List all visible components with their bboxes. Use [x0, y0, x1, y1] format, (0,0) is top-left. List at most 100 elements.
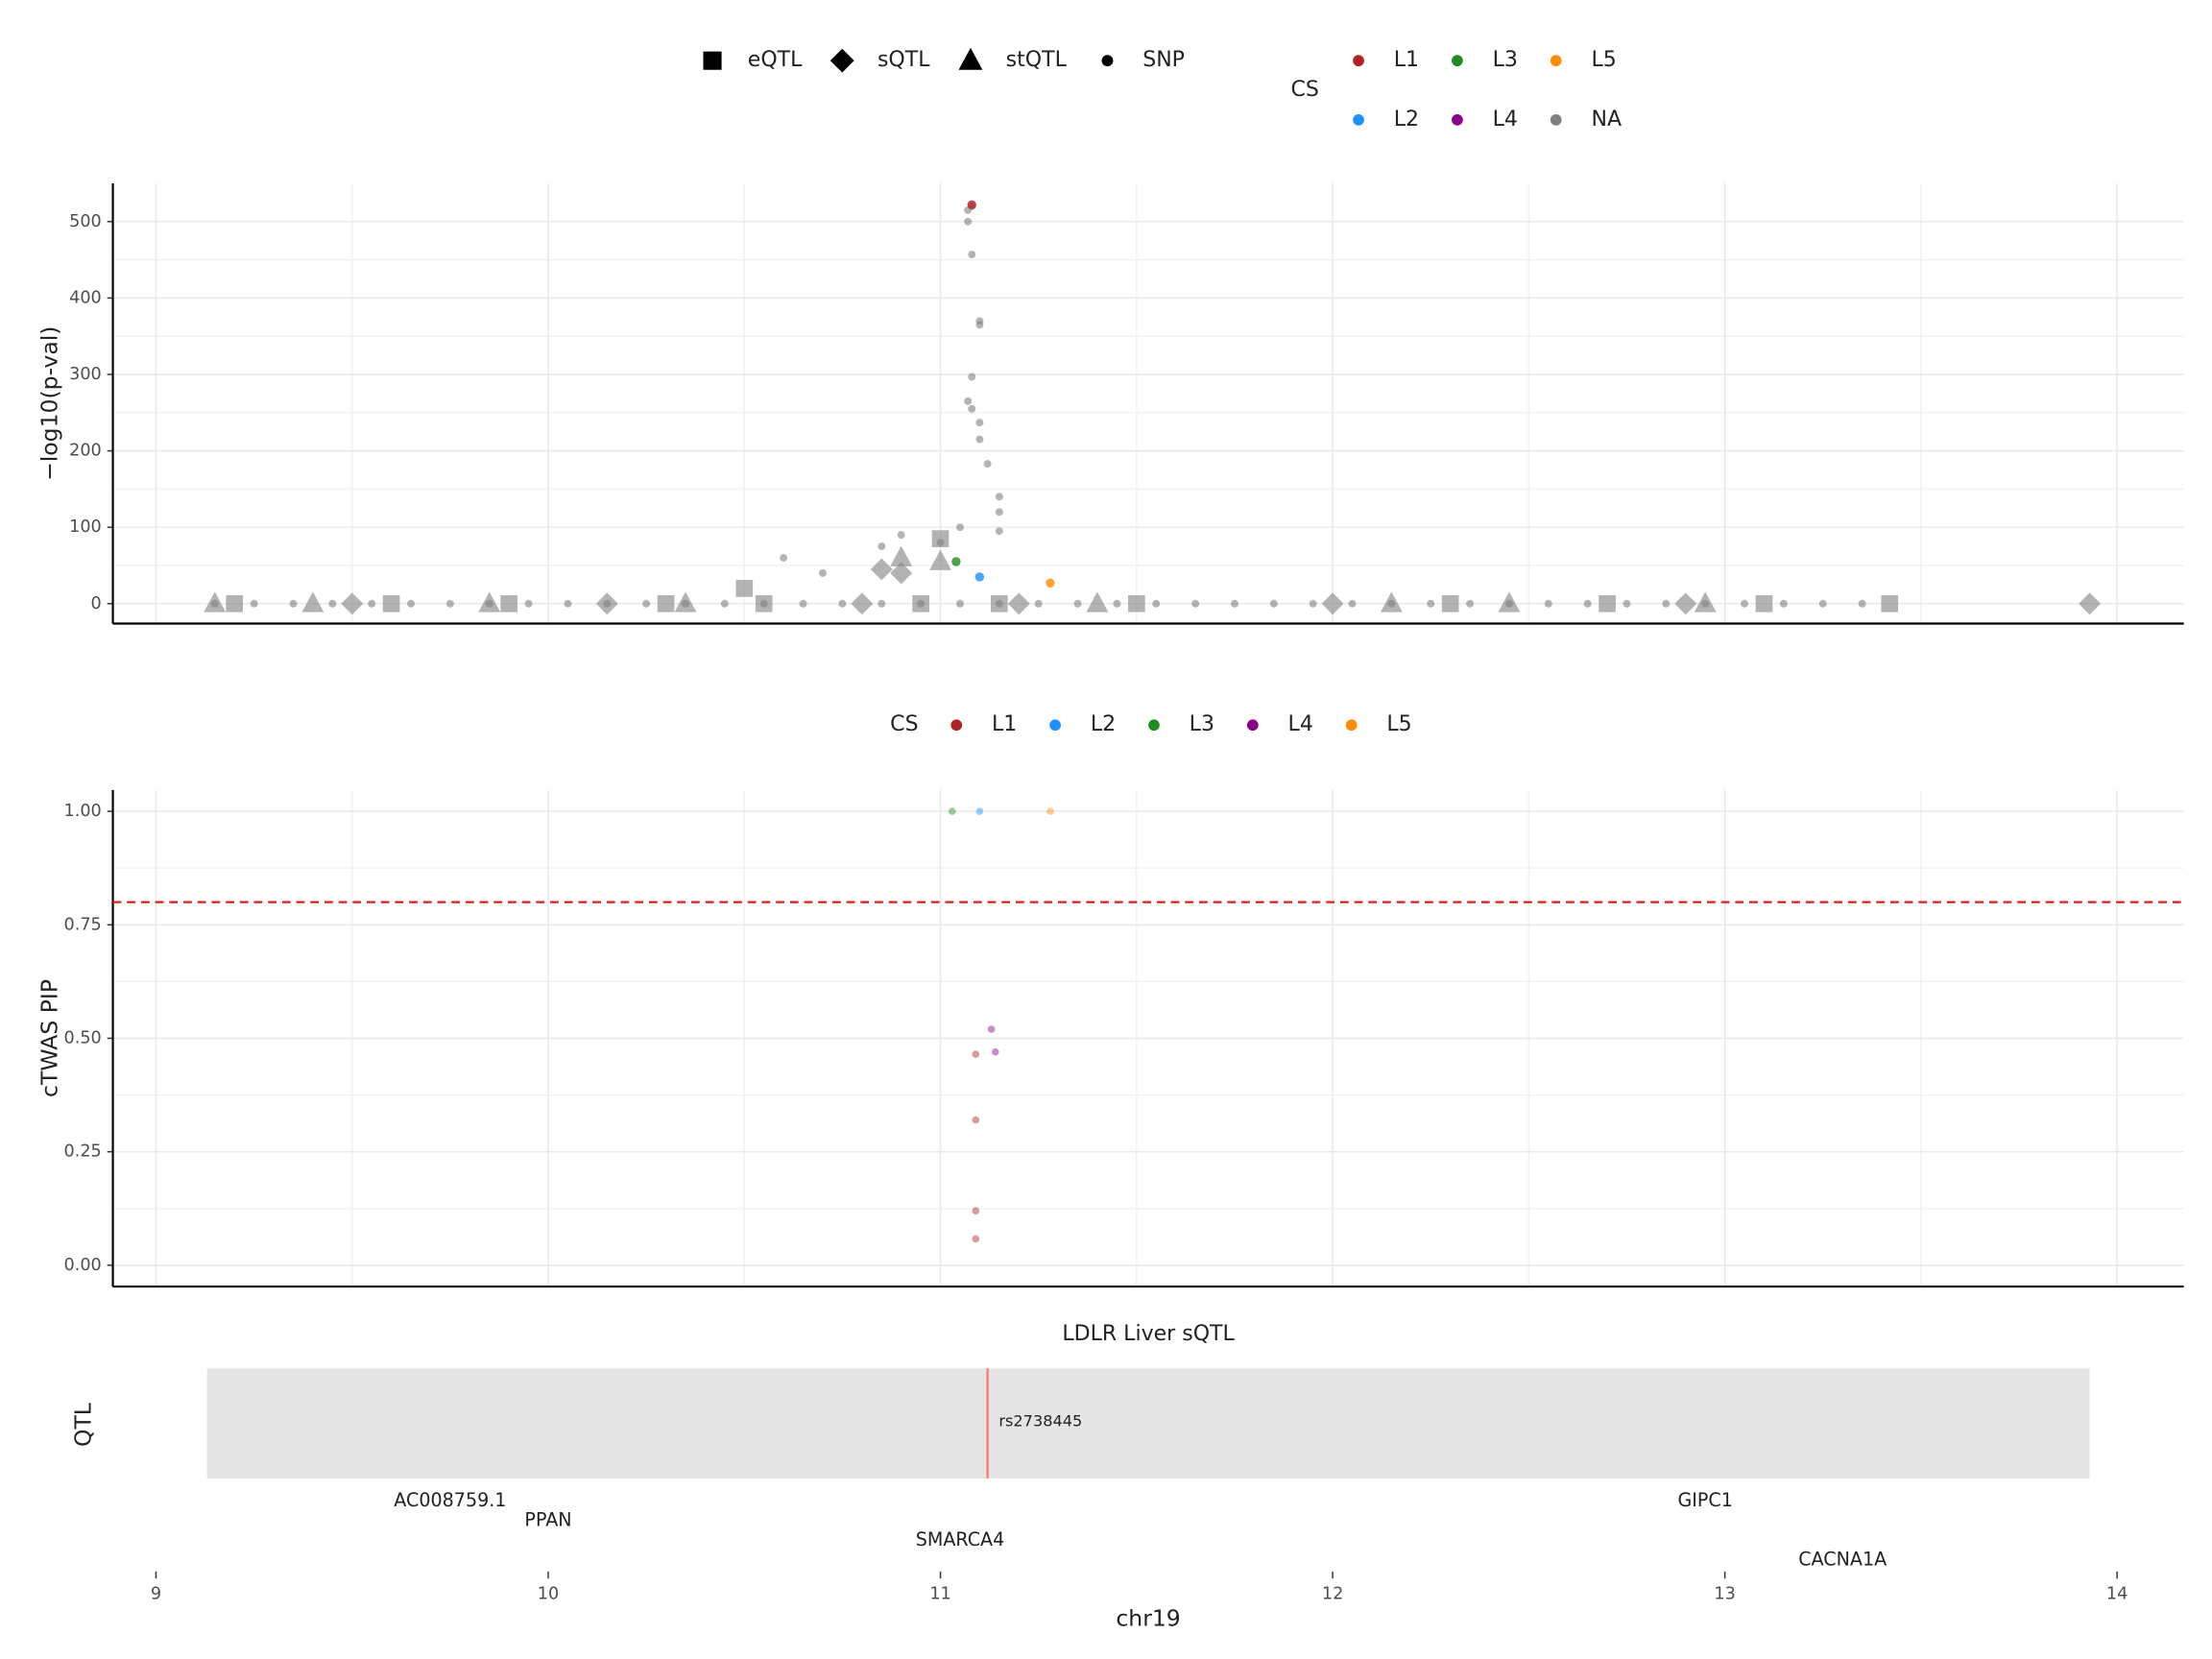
legend-label: stQTL: [1006, 48, 1068, 72]
point: [1583, 599, 1592, 608]
x-tick-label: 10: [538, 1584, 559, 1603]
point: [759, 599, 768, 608]
y-tick-label: 200: [69, 442, 102, 461]
point: [975, 419, 984, 427]
legend-symbol: [1353, 114, 1364, 126]
point: [1230, 599, 1238, 608]
point: [1427, 599, 1435, 608]
legend-label: L2: [1394, 108, 1419, 132]
legend-label: L3: [1493, 48, 1518, 72]
x-tick-label: 11: [929, 1584, 950, 1603]
point: [1309, 599, 1317, 608]
point: [974, 572, 985, 582]
legend-symbol: [1148, 719, 1160, 732]
point: [975, 317, 984, 325]
point: [951, 557, 961, 566]
point: [1152, 599, 1161, 608]
point: [890, 545, 913, 566]
point: [972, 1235, 980, 1243]
point: [407, 599, 416, 608]
legend-symbol: [1246, 719, 1259, 732]
point: [2079, 592, 2102, 615]
point: [936, 539, 945, 547]
y-axis-label: cTWAS PIP: [36, 979, 62, 1097]
point: [870, 558, 893, 581]
point: [975, 435, 984, 444]
y-axis-label: −log10(p-val): [36, 326, 62, 481]
point: [1504, 599, 1513, 608]
point: [1046, 807, 1054, 815]
point: [720, 599, 729, 608]
legend-symbol: [830, 48, 854, 73]
point: [1073, 599, 1082, 608]
point: [851, 592, 874, 615]
y-tick-label: 300: [69, 365, 102, 384]
point: [1755, 594, 1773, 613]
point: [382, 594, 400, 613]
point: [956, 599, 964, 608]
point: [1599, 594, 1616, 613]
track-title: LDLR Liver sQTL: [1062, 1322, 1235, 1346]
point: [838, 599, 847, 608]
legend-label: L4: [1288, 712, 1313, 736]
point: [1741, 599, 1749, 608]
point: [682, 599, 689, 608]
legend-symbol: [950, 719, 963, 732]
qtl-region: [206, 1368, 2090, 1479]
point: [878, 542, 886, 551]
point: [1191, 599, 1200, 608]
point: [341, 592, 364, 615]
point: [1321, 592, 1344, 615]
point: [524, 599, 533, 608]
point: [1441, 594, 1459, 613]
point: [1007, 592, 1030, 615]
legend-symbol: [1550, 55, 1562, 67]
point: [929, 549, 952, 570]
point: [983, 460, 992, 469]
point: [991, 1047, 999, 1056]
cs-legend-title: CS: [890, 712, 918, 736]
point: [819, 568, 827, 577]
y-tick-label: 500: [69, 212, 102, 231]
point: [1674, 592, 1697, 615]
point: [1881, 594, 1899, 613]
legend-label: NA: [1591, 108, 1622, 132]
point: [1466, 599, 1475, 608]
point: [995, 527, 1003, 536]
point: [964, 397, 973, 405]
point: [564, 599, 572, 608]
y-tick-label: 400: [69, 288, 102, 307]
legend-label: L5: [1591, 48, 1616, 72]
point: [972, 1050, 980, 1058]
point: [968, 373, 976, 381]
point: [948, 807, 956, 815]
point: [289, 599, 298, 608]
x-tick-label: 9: [151, 1584, 161, 1603]
x-tick-label: 14: [2106, 1584, 2128, 1603]
point: [250, 599, 258, 608]
point: [1779, 599, 1788, 608]
point: [975, 807, 984, 815]
x-axis-label: chr19: [1116, 1604, 1180, 1631]
legend-symbol: [1353, 55, 1364, 67]
point: [968, 251, 976, 259]
legend-label: L5: [1386, 712, 1411, 736]
point: [917, 599, 926, 608]
point: [897, 531, 905, 540]
gene-label: PPAN: [524, 1509, 571, 1531]
legend-label: L1: [1394, 48, 1419, 72]
point: [485, 599, 493, 608]
gene-label: GIPC1: [1677, 1489, 1732, 1511]
point: [657, 594, 675, 613]
point: [1046, 578, 1055, 588]
point: [956, 523, 964, 532]
legend-symbol: [958, 47, 983, 70]
point: [995, 493, 1003, 501]
legend-label: L1: [992, 712, 1017, 736]
point: [1128, 594, 1145, 613]
legend-label: SNP: [1142, 48, 1185, 72]
legend-symbol: [703, 51, 722, 70]
point: [878, 599, 886, 608]
legend-symbol: [1452, 114, 1463, 126]
